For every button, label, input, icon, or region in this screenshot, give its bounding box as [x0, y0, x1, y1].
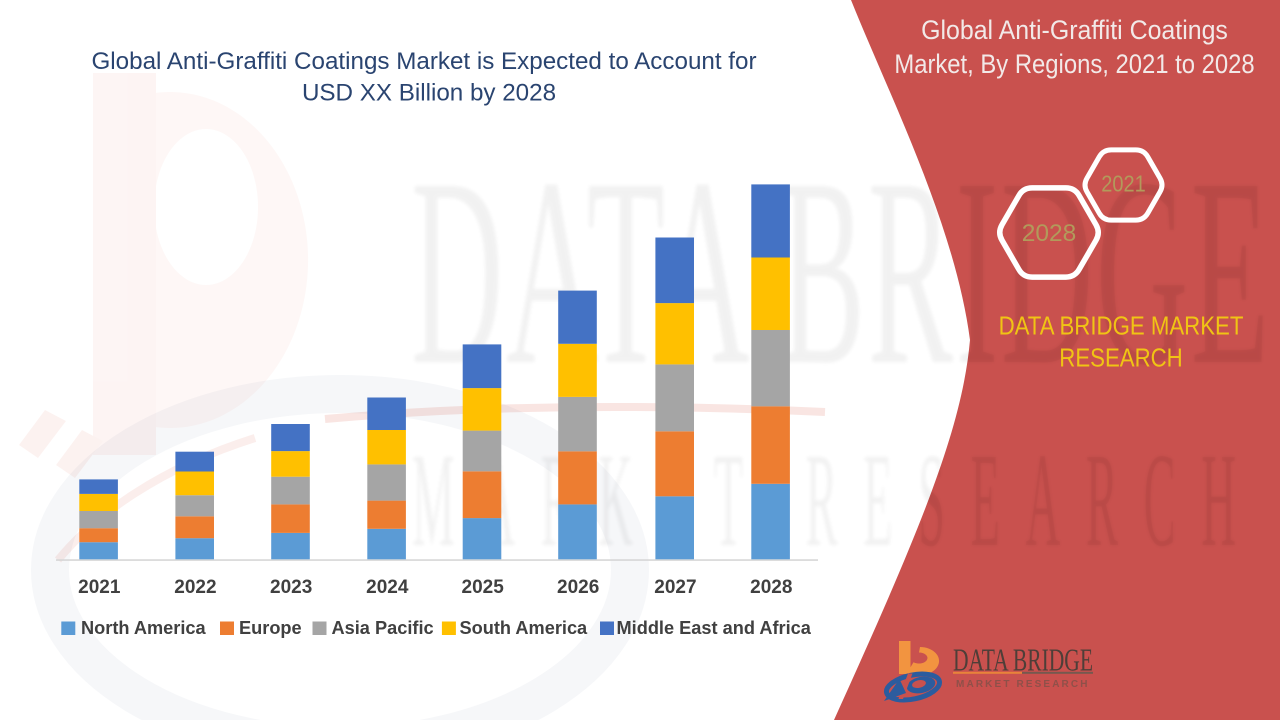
- svg-text:Middle East and Africa: Middle East and Africa: [617, 618, 812, 638]
- svg-text:DATA BRIDGE: DATA BRIDGE: [953, 642, 1093, 678]
- svg-text:2028: 2028: [1022, 220, 1077, 247]
- svg-text:North America: North America: [81, 618, 207, 638]
- svg-text:2022: 2022: [174, 577, 216, 598]
- svg-text:South America: South America: [460, 618, 589, 638]
- svg-text:RESEARCH: RESEARCH: [1059, 344, 1182, 373]
- svg-text:2021: 2021: [78, 577, 121, 598]
- svg-text:Europe: Europe: [239, 618, 302, 638]
- svg-text:Market, By Regions, 2021 to 20: Market, By Regions, 2021 to 2028: [894, 50, 1254, 79]
- svg-text:MARKET RESEARCH: MARKET RESEARCH: [956, 679, 1091, 690]
- svg-text:DATA BRIDGE MARKET: DATA BRIDGE MARKET: [999, 312, 1244, 341]
- svg-text:USD XX Billion by 2028: USD XX Billion by 2028: [302, 80, 556, 107]
- svg-text:2023: 2023: [270, 577, 312, 598]
- svg-text:2026: 2026: [557, 577, 599, 598]
- svg-text:2024: 2024: [366, 577, 409, 598]
- svg-text:MARKET RESEARCH: MARKET RESEARCH: [412, 425, 1262, 574]
- svg-text:DATA BRIDGE: DATA BRIDGE: [411, 122, 1269, 421]
- svg-text:Global Anti-Graffiti Coatings: Global Anti-Graffiti Coatings: [921, 16, 1228, 45]
- svg-text:2028: 2028: [750, 577, 792, 598]
- svg-text:2025: 2025: [462, 577, 505, 598]
- svg-text:Global Anti-Graffiti Coatings: Global Anti-Graffiti Coatings Market is …: [91, 48, 756, 75]
- svg-text:Asia Pacific: Asia Pacific: [332, 618, 434, 638]
- svg-text:2027: 2027: [654, 577, 696, 598]
- svg-text:2021: 2021: [1101, 170, 1145, 197]
